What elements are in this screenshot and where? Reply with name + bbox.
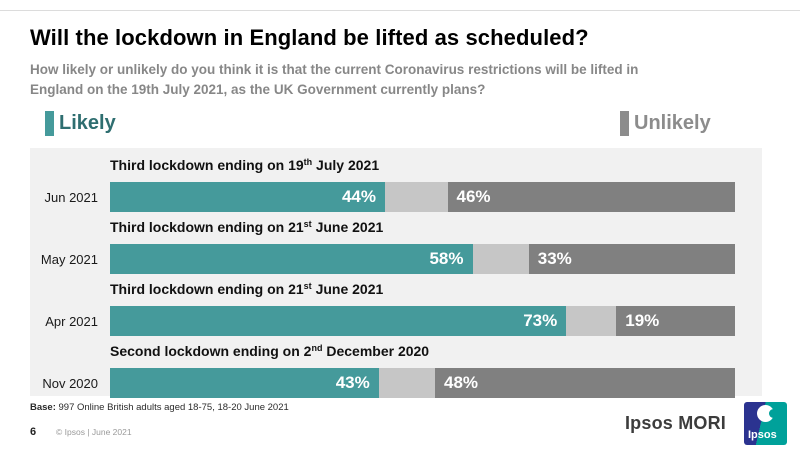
bar-value-likely: 73% xyxy=(523,311,558,331)
page-subtitle: How likely or unlikely do you think it i… xyxy=(30,62,639,97)
bar-title: Second lockdown ending on 2nd December 2… xyxy=(110,343,735,361)
bar-segment-likely: 43% xyxy=(110,368,379,399)
stacked-bar: 58% 33% xyxy=(110,244,735,275)
chart-row: Second lockdown ending on 2nd December 2… xyxy=(30,334,735,399)
bar-title: Third lockdown ending on 19th July 2021 xyxy=(110,157,735,175)
row-month-label: Nov 2020 xyxy=(42,375,98,391)
legend-likely-label: Likely xyxy=(59,112,116,135)
bar-title-after: July 2021 xyxy=(312,157,380,174)
bar-value-unlikely: 33% xyxy=(537,249,572,269)
base-note-text: 997 Online British adults aged 18-75, 18… xyxy=(55,402,289,414)
ipsos-logo-head-bite-icon xyxy=(769,409,778,418)
bar-segment-neither xyxy=(378,368,435,399)
row-month-label: May 2021 xyxy=(40,251,98,267)
bar-title-ordinal: nd xyxy=(311,343,323,354)
bar-segment-unlikely: 33% xyxy=(528,244,735,275)
bar-title-after: June 2021 xyxy=(311,281,384,298)
bar-title: Third lockdown ending on 21st June 2021 xyxy=(110,219,735,237)
bar-title-before: Third lockdown ending on 21 xyxy=(110,281,304,298)
brand-wordmark: Ipsos MORI xyxy=(624,413,726,433)
unlikely-legend-swatch-icon xyxy=(620,111,629,137)
bar-segment-likely: 73% xyxy=(110,306,567,337)
bar-segment-likely: 44% xyxy=(110,182,385,213)
bar-value-unlikely: 46% xyxy=(456,187,491,207)
chart-rows: Third lockdown ending on 19th July 2021 … xyxy=(30,148,735,399)
bar-segment-neither xyxy=(566,306,617,337)
bar-segment-neither xyxy=(472,244,529,275)
bar-title-before: Second lockdown ending on 2 xyxy=(110,343,312,360)
bar-segment-unlikely: 48% xyxy=(435,368,735,399)
bar-segment-neither xyxy=(385,182,448,213)
ipsos-logo-text: Ipsos xyxy=(748,429,777,441)
likely-legend-swatch-icon xyxy=(45,111,54,137)
page-title: Will the lockdown in England be lifted a… xyxy=(30,25,589,50)
bar-title-after: December 2020 xyxy=(322,343,430,360)
bar-value-likely: 44% xyxy=(341,187,376,207)
bar-title-before: Third lockdown ending on 21 xyxy=(110,219,304,236)
page-number: 6 xyxy=(30,426,37,438)
base-note-label: Base: xyxy=(30,402,56,414)
base-note: Base: 997 Online British adults aged 18-… xyxy=(30,402,770,413)
legend-item-unlikely: Unlikely xyxy=(620,111,711,137)
chart-panel: Third lockdown ending on 19th July 2021 … xyxy=(30,148,762,399)
bar-value-unlikely: 48% xyxy=(444,373,479,393)
ipsos-logo: Ipsos xyxy=(744,402,787,445)
row-month-label: Jun 2021 xyxy=(44,189,99,205)
bar-value-likely: 58% xyxy=(429,249,464,269)
legend-item-likely: Likely xyxy=(45,111,116,137)
bar-title-ordinal: st xyxy=(303,281,312,292)
chart-row: Third lockdown ending on 19th July 2021 … xyxy=(30,148,735,213)
stacked-bar: 43% 48% xyxy=(110,368,735,399)
stacked-bar: 73% 19% xyxy=(110,306,735,337)
chart-row: Third lockdown ending on 21st June 2021 … xyxy=(30,272,735,337)
bar-title-ordinal: th xyxy=(303,157,313,168)
legend-unlikely-label: Unlikely xyxy=(634,112,711,135)
bar-title-after: June 2021 xyxy=(311,219,384,236)
copyright-text: © Ipsos | June 2021 xyxy=(56,427,132,437)
bar-segment-unlikely: 46% xyxy=(447,182,735,213)
chart-row: Third lockdown ending on 21st June 2021 … xyxy=(30,210,735,275)
bar-value-unlikely: 19% xyxy=(625,311,660,331)
top-divider xyxy=(0,10,800,11)
slide-content: Will the lockdown in England be lifted a… xyxy=(30,0,770,413)
chart-legend: Likely Unlikely xyxy=(30,111,762,138)
bar-value-likely: 43% xyxy=(335,373,370,393)
bar-title-before: Third lockdown ending on 19 xyxy=(110,157,304,174)
bar-title-ordinal: st xyxy=(303,219,312,230)
bar-title: Third lockdown ending on 21st June 2021 xyxy=(110,281,735,299)
bar-segment-likely: 58% xyxy=(110,244,473,275)
stacked-bar: 44% 46% xyxy=(110,182,735,213)
bar-segment-unlikely: 19% xyxy=(616,306,735,337)
row-month-label: Apr 2021 xyxy=(45,313,98,329)
